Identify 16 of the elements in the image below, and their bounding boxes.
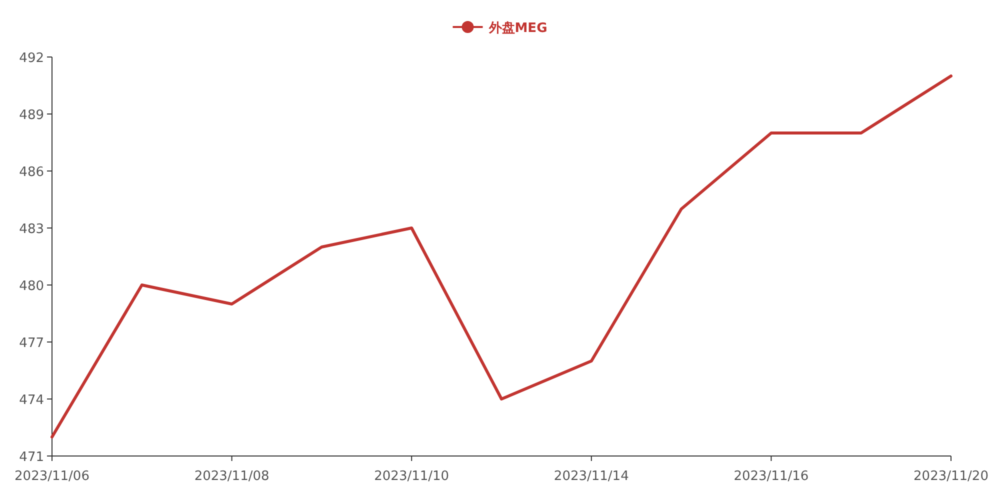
x-tick-label: 2023/11/08 (194, 469, 270, 484)
y-tick-label: 471 (19, 450, 44, 465)
y-tick-label: 480 (19, 279, 44, 294)
y-tick-label: 486 (19, 165, 44, 180)
x-tick-label: 2023/11/10 (374, 469, 450, 484)
x-tick-label: 2023/11/14 (554, 469, 629, 484)
y-tick-label: 489 (19, 108, 44, 123)
y-tick-label: 492 (19, 51, 44, 66)
x-tick-label: 2023/11/20 (914, 469, 988, 484)
legend-label: 外盘MEG (488, 21, 548, 36)
y-tick-label: 483 (19, 222, 44, 237)
y-tick-label: 477 (19, 336, 44, 351)
line-series (50, 74, 952, 438)
x-tick-label: 2023/11/16 (734, 469, 809, 484)
y-tick-label: 474 (19, 393, 44, 408)
x-tick-label: 2023/11/06 (14, 469, 90, 484)
